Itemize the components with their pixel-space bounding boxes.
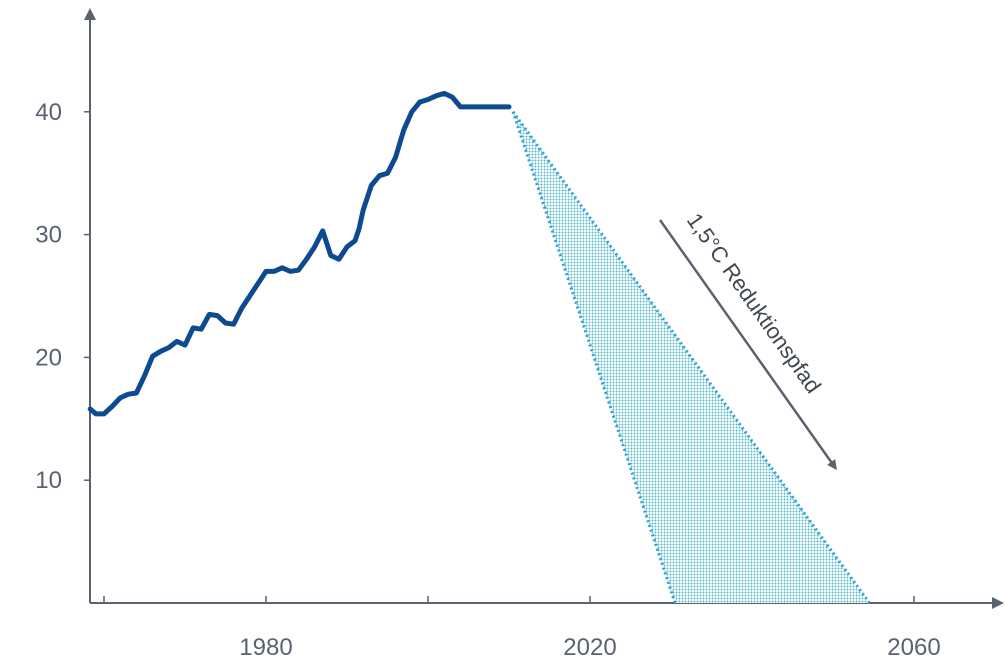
y-ticks: 10 20 30 40 (35, 99, 90, 494)
y-tick-label: 10 (35, 467, 62, 494)
x-axis-arrow-icon (992, 597, 1004, 609)
annotation-reduction-path: 1,5°C Reduktionspfad (682, 208, 826, 397)
y-tick-label: 40 (35, 99, 62, 126)
y-tick-label: 30 (35, 222, 62, 249)
x-tick-label: 1980 (239, 634, 292, 661)
x-tick-label: 2020 (563, 634, 616, 661)
y-tick-label: 20 (35, 344, 62, 371)
emissions-series-line (87, 90, 512, 417)
y-axis-arrow-icon (84, 8, 96, 20)
corridor-lower-edge (511, 111, 677, 604)
corridor-upper-edge (511, 110, 871, 604)
reduction-arrow-icon (658, 219, 837, 471)
x-tick-label: 2060 (887, 634, 940, 661)
x-ticks: 1980 2020 2060 (103, 596, 941, 661)
